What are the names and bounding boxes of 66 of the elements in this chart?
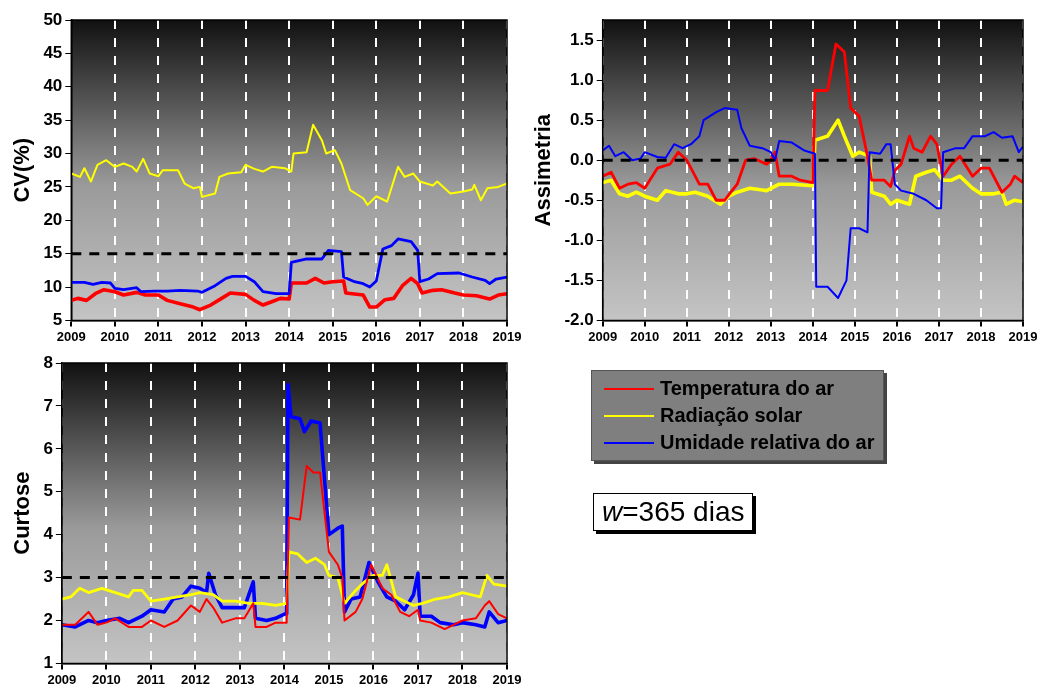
- y-tick-label: 45: [43, 43, 63, 63]
- x-tick-label: 2016: [359, 671, 388, 687]
- y-tick-label: 20: [43, 209, 63, 229]
- x-tick-label: 2009: [588, 328, 618, 344]
- y-tick-label: 35: [43, 109, 63, 129]
- x-tick-label: 2015: [318, 328, 348, 344]
- x-tick-label: 2012: [187, 328, 217, 344]
- y-tick-label: 5: [52, 310, 63, 330]
- x-tick-label: 2015: [840, 328, 870, 344]
- y-tick-label: -1.0: [564, 229, 594, 249]
- x-tick-label: 2012: [180, 671, 210, 687]
- x-tick-label: 2012: [714, 328, 744, 344]
- x-tick-label: 2010: [630, 328, 660, 344]
- x-tick-label: 2009: [47, 671, 77, 687]
- x-tick-label: 2019: [1008, 328, 1038, 344]
- y-tick-label: 10: [43, 276, 63, 296]
- y-tick-label: 30: [43, 143, 63, 163]
- text: w=365 dias: [602, 496, 745, 527]
- y-tick-label: 6: [43, 438, 53, 458]
- x-tick-label: 2010: [91, 671, 121, 687]
- y-tick-label: 50: [43, 9, 63, 29]
- y-tick-label: 40: [43, 76, 63, 96]
- y-tick-label: 3: [43, 567, 53, 587]
- x-tick-label: 2016: [361, 328, 391, 344]
- x-tick-label: 2011: [144, 328, 173, 344]
- legend-label: Radiação solar: [660, 404, 803, 427]
- x-tick-label: 2019: [492, 671, 522, 687]
- y-tick-label: 1.5: [570, 29, 594, 49]
- y-tick-label: 2: [43, 610, 53, 630]
- x-tick-label: 2019: [492, 328, 522, 344]
- x-tick-label: 2014: [798, 328, 829, 344]
- x-tick-label: 2013: [756, 328, 786, 344]
- x-tick-label: 2011: [136, 671, 165, 687]
- legend-label: Temperatura do ar: [660, 377, 835, 400]
- x-tick-label: 2011: [672, 328, 701, 344]
- x-tick-label: 2017: [403, 671, 433, 687]
- x-tick-label: 2013: [231, 328, 261, 344]
- x-tick-label: 2009: [56, 328, 86, 344]
- y-tick-label: -2.0: [564, 310, 594, 330]
- y-tick-label: 15: [43, 243, 63, 263]
- y-axis-title: Curtose: [9, 471, 35, 555]
- y-tick-label: 8: [43, 352, 53, 372]
- x-tick-label: 2013: [225, 671, 255, 687]
- x-tick-label: 2010: [100, 328, 130, 344]
- x-tick-label: 2018: [448, 328, 478, 344]
- x-tick-label: 2017: [405, 328, 435, 344]
- x-tick-label: 2014: [269, 671, 300, 687]
- x-tick-label: 2018: [448, 671, 477, 687]
- x-tick-label: 2014: [274, 328, 305, 344]
- y-tick-label: 4: [43, 524, 54, 544]
- y-axis-title: Assimetria: [530, 113, 556, 227]
- y-tick-label: 25: [43, 176, 63, 196]
- y-axis-title: CV(%): [9, 137, 35, 203]
- y-tick-label: 5: [43, 481, 53, 501]
- x-tick-label: 2016: [882, 328, 912, 344]
- x-tick-label: 2017: [924, 328, 954, 344]
- x-tick-label: 2018: [966, 328, 996, 344]
- y-tick-label: 0.5: [570, 109, 594, 129]
- y-tick-label: -1.5: [564, 270, 594, 290]
- y-tick-label: 7: [43, 395, 53, 415]
- y-tick-label: -0.5: [564, 189, 594, 209]
- x-tick-label: 2015: [314, 671, 344, 687]
- y-tick-label: 0.0: [570, 149, 594, 169]
- legend-label: Umidade relativa do ar: [660, 431, 875, 454]
- y-tick-label: 1: [43, 653, 53, 673]
- y-tick-label: 1.0: [570, 69, 594, 89]
